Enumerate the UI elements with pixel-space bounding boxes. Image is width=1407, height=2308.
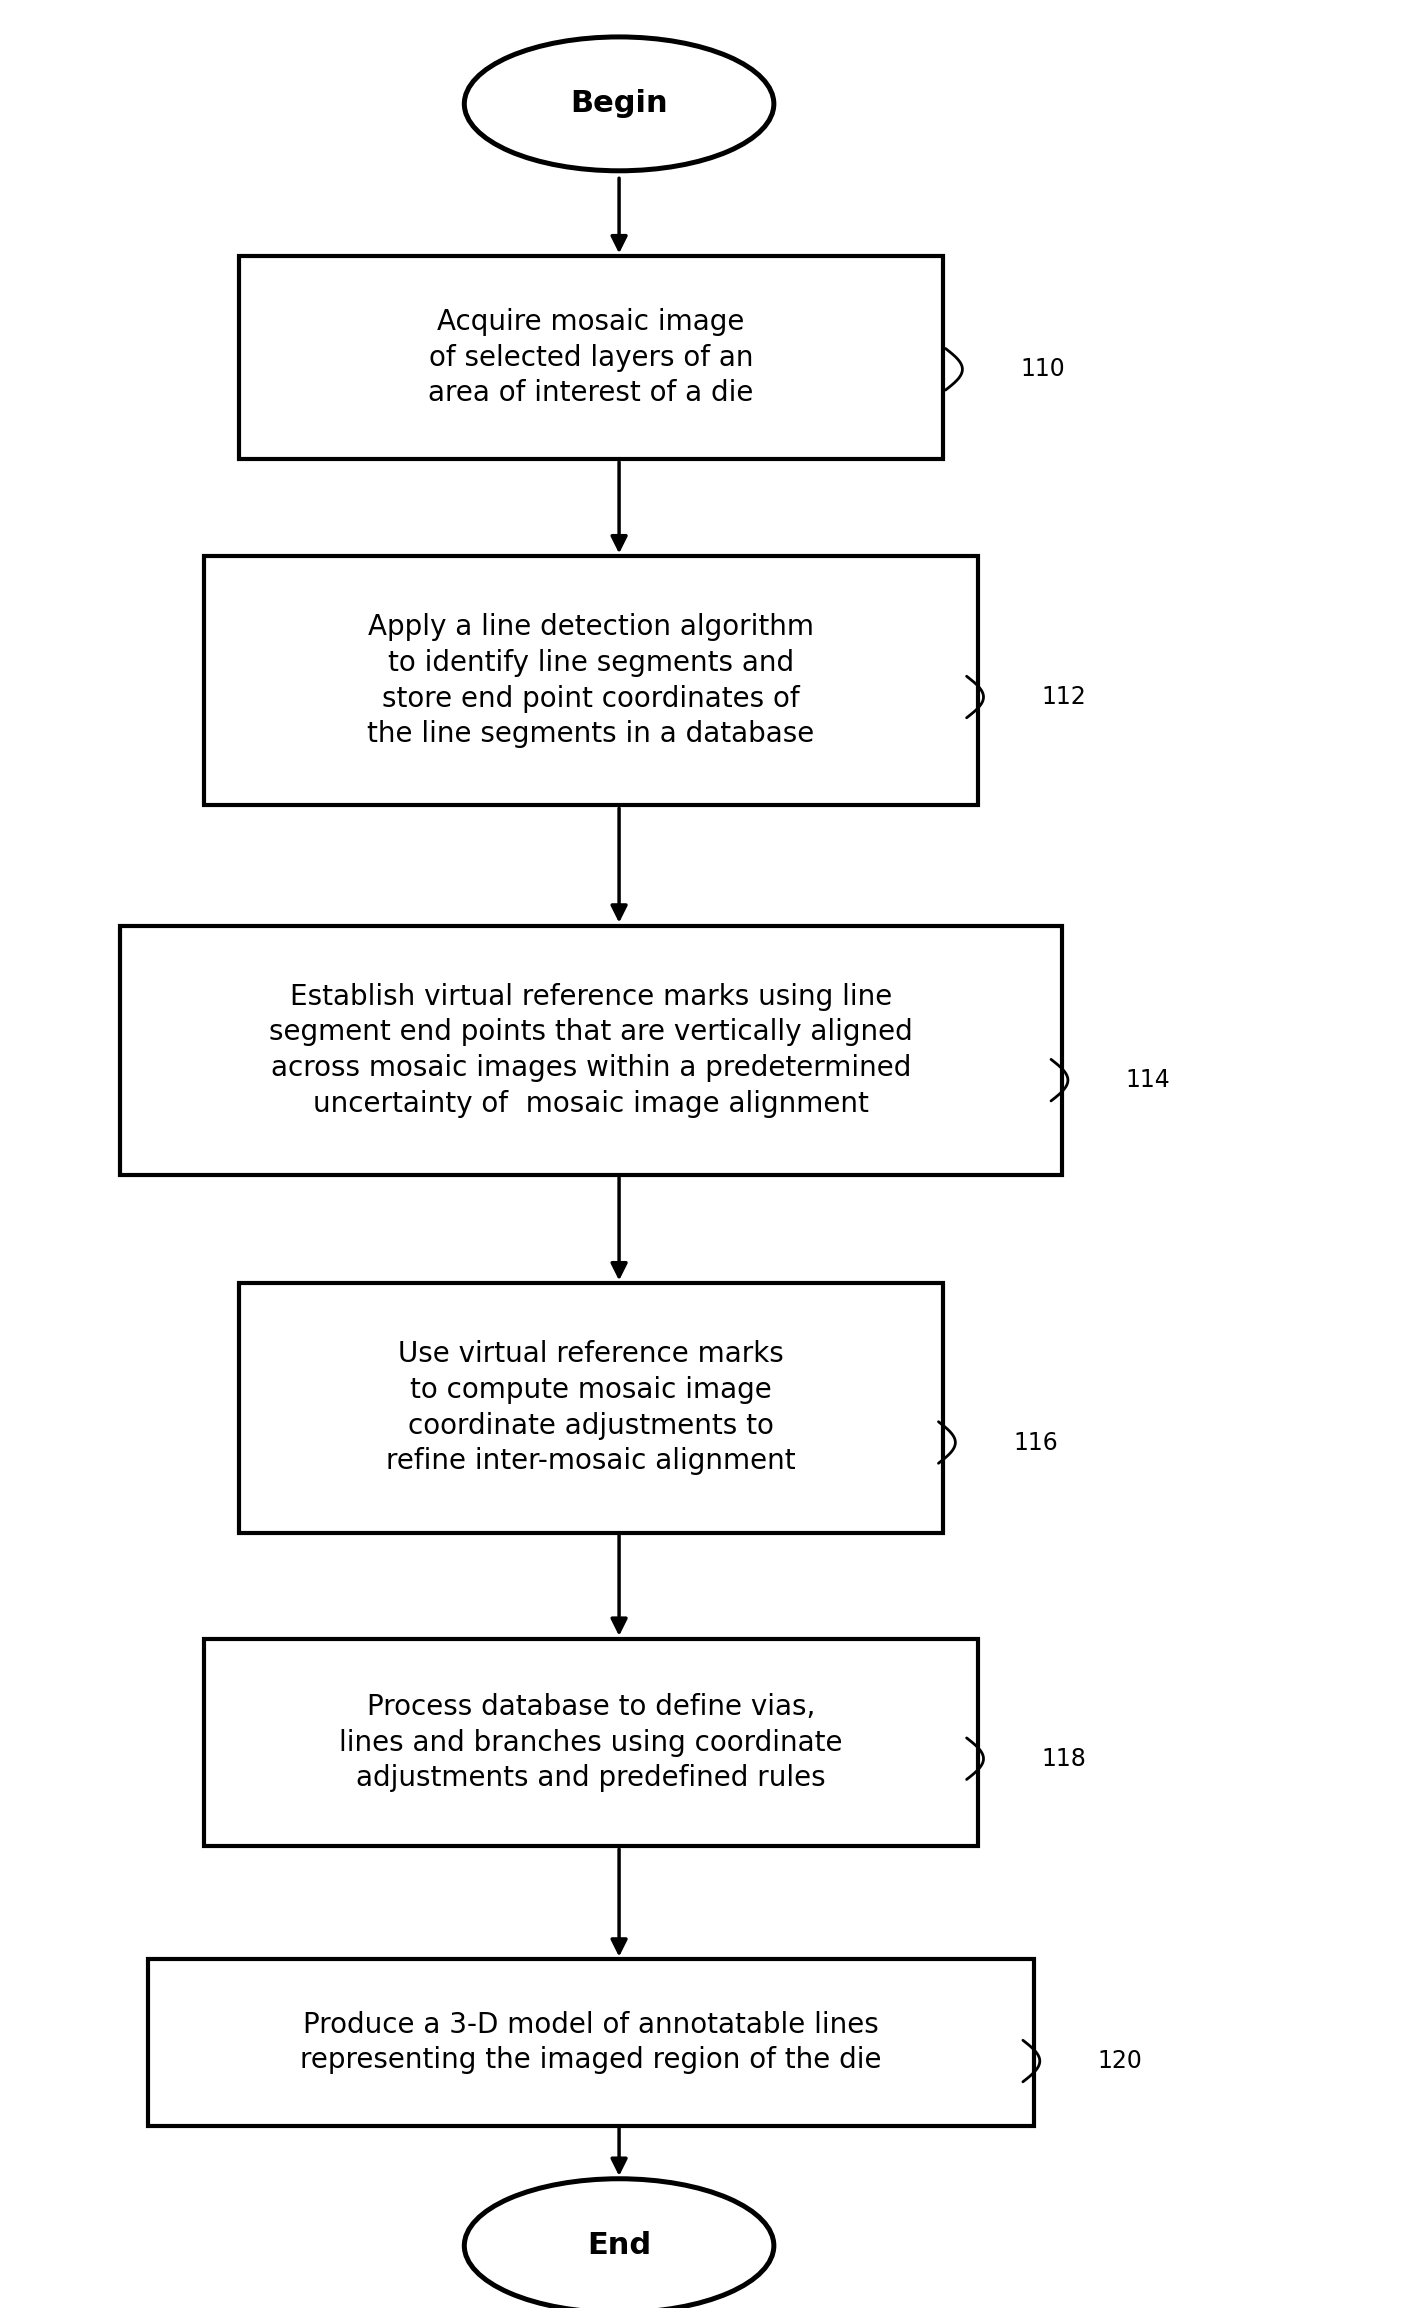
Text: Use virtual reference marks
to compute mosaic image
coordinate adjustments to
re: Use virtual reference marks to compute m… bbox=[386, 1341, 796, 1475]
Text: 112: 112 bbox=[1041, 685, 1086, 709]
Text: End: End bbox=[587, 2232, 651, 2260]
Bar bbox=[239, 1283, 943, 1533]
Text: 118: 118 bbox=[1041, 1747, 1086, 1770]
Text: Produce a 3-D model of annotatable lines
representing the imaged region of the d: Produce a 3-D model of annotatable lines… bbox=[300, 2010, 882, 2075]
Text: Establish virtual reference marks using line
segment end points that are vertica: Establish virtual reference marks using … bbox=[269, 983, 913, 1117]
Bar bbox=[239, 256, 943, 459]
Bar bbox=[120, 926, 1062, 1175]
Bar bbox=[204, 556, 978, 805]
Ellipse shape bbox=[464, 37, 774, 171]
Bar bbox=[148, 1959, 1034, 2126]
Text: Begin: Begin bbox=[570, 90, 668, 118]
Text: Process database to define vias,
lines and branches using coordinate
adjustments: Process database to define vias, lines a… bbox=[339, 1692, 843, 1793]
Text: Acquire mosaic image
of selected layers of an
area of interest of a die: Acquire mosaic image of selected layers … bbox=[428, 307, 754, 409]
Text: 114: 114 bbox=[1126, 1069, 1171, 1092]
Text: Apply a line detection algorithm
to identify line segments and
store end point c: Apply a line detection algorithm to iden… bbox=[367, 614, 815, 748]
Bar bbox=[204, 1639, 978, 1846]
Text: 116: 116 bbox=[1013, 1431, 1058, 1454]
Text: 120: 120 bbox=[1097, 2050, 1142, 2073]
Text: 110: 110 bbox=[1020, 358, 1065, 381]
Ellipse shape bbox=[464, 2179, 774, 2308]
